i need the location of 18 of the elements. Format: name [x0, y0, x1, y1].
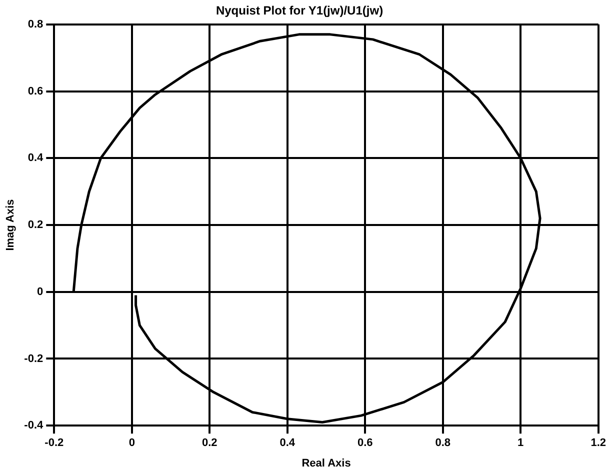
- x-tick-label: 0.8: [435, 437, 451, 450]
- x-tick-label: 0: [128, 437, 135, 450]
- y-tick-label: 0.4: [28, 152, 44, 164]
- x-tick-label: 1: [518, 437, 524, 450]
- y-tick-label: 0.6: [28, 85, 44, 98]
- x-tick-label: 1.2: [590, 437, 606, 450]
- x-axis-title: Real Axis: [302, 457, 351, 470]
- y-tick-label: -0.4: [24, 420, 44, 432]
- y-tick-label: -0.2: [24, 352, 44, 365]
- y-tick-label: 0: [37, 286, 44, 298]
- x-tick-label: 0.6: [357, 437, 373, 450]
- x-tick-label: -0.2: [44, 437, 64, 450]
- chart-title: Nyquist Plot for Y1(jw)/U1(jw): [216, 4, 384, 18]
- y-tick-label: 0.2: [28, 219, 44, 232]
- x-tick-label: 0.4: [280, 437, 296, 450]
- y-axis-title: Imag Axis: [4, 199, 17, 251]
- y-tick-label: 0.8: [28, 18, 44, 30]
- x-tick-label: 0.2: [202, 437, 218, 450]
